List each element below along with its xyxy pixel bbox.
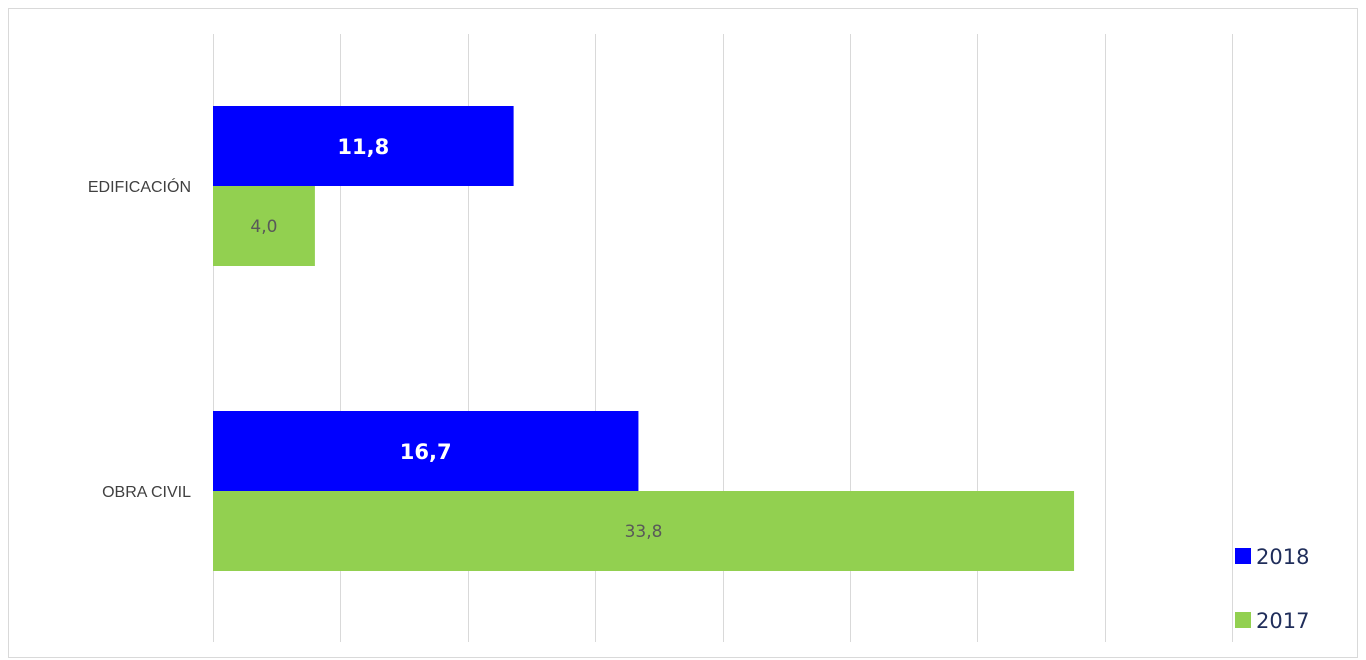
- bar-2017: [213, 186, 315, 266]
- legend-swatch-2017: [1235, 612, 1251, 628]
- bar-2018: [213, 106, 514, 186]
- data-label: 33,8: [625, 522, 663, 542]
- legend-label: 2017: [1256, 609, 1309, 633]
- category-label: OBRA CIVIL: [102, 484, 191, 501]
- category-label: EDIFICACIÓN: [88, 177, 191, 196]
- data-label: 16,7: [400, 440, 452, 464]
- bar-2018: [213, 411, 639, 491]
- data-label: 4,0: [250, 217, 277, 237]
- data-label: 11,8: [337, 135, 389, 159]
- legend-label: 2018: [1256, 545, 1309, 569]
- legend-swatch-2018: [1235, 548, 1251, 564]
- bar-2017: [213, 491, 1075, 571]
